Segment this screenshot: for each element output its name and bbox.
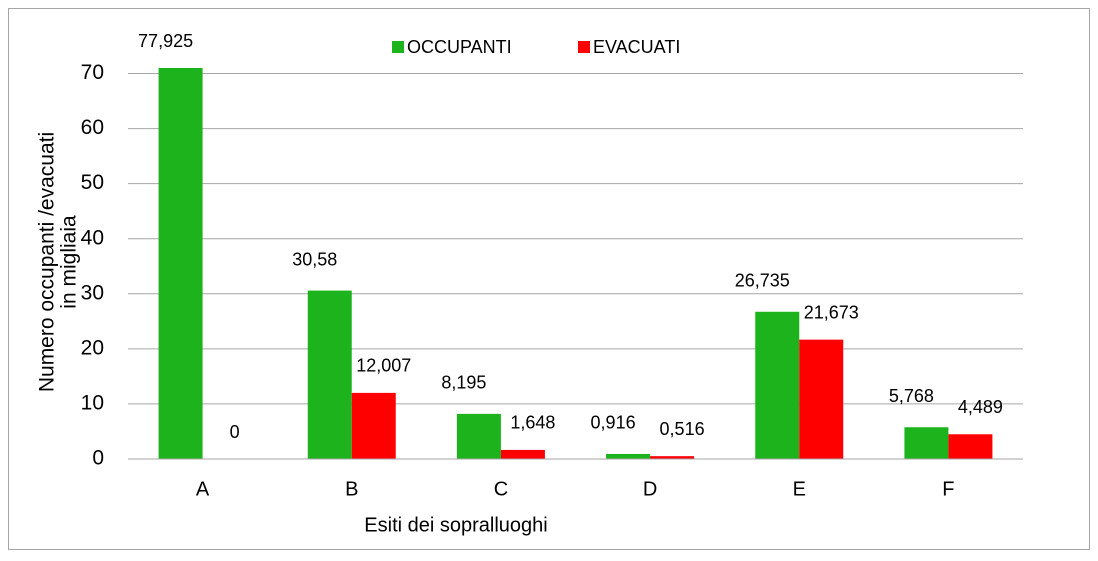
y-tick-label: 60 (81, 116, 104, 139)
bar (799, 339, 844, 459)
x-axis-title: Esiti dei sopralluoghi (364, 514, 547, 536)
bar (606, 453, 651, 459)
legend-swatch (578, 41, 590, 53)
bar (650, 456, 695, 459)
y-tick-label: 10 (81, 391, 104, 414)
y-tick-label: 0 (92, 447, 104, 470)
y-tick-label: 30 (81, 281, 104, 304)
bar (755, 311, 800, 459)
y-axis-title: in migliaia (58, 215, 81, 309)
bar (948, 434, 993, 459)
data-label: 8,195 (441, 373, 486, 393)
x-tick-label: B (345, 478, 358, 500)
data-label: 5,768 (889, 386, 934, 406)
bar (351, 392, 396, 459)
data-label: 1,648 (510, 413, 555, 433)
data-label: 77,925 (138, 31, 193, 51)
legend-swatch (392, 41, 404, 53)
data-label: 30,58 (292, 249, 337, 269)
x-tick-label: E (793, 478, 806, 500)
plot-area (158, 68, 993, 459)
data-label: 12,007 (356, 356, 411, 376)
data-label: 0 (230, 422, 240, 442)
legend-label: OCCUPANTI (407, 37, 512, 57)
bar (456, 413, 501, 459)
y-tick-label: 50 (81, 171, 104, 194)
data-label: 4,489 (958, 397, 1003, 417)
bar (500, 449, 545, 459)
y-tick-label: 70 (81, 61, 104, 84)
y-tick-label: 20 (81, 336, 104, 359)
legend-label: EVACUATI (593, 37, 680, 57)
y-tick-label: 40 (81, 226, 104, 249)
bar (307, 290, 352, 459)
data-label: 21,673 (804, 302, 859, 322)
y-axis-title: Numero occupanti /evacuati (36, 132, 59, 392)
x-tick-label: A (196, 478, 210, 500)
bar (904, 427, 949, 459)
x-tick-label: F (942, 478, 954, 500)
x-tick-label: D (643, 478, 657, 500)
data-label: 26,735 (735, 271, 790, 291)
data-label: 0,916 (591, 413, 636, 433)
data-label: 0,516 (660, 419, 705, 439)
x-tick-label: C (494, 478, 508, 500)
bar (158, 68, 203, 459)
